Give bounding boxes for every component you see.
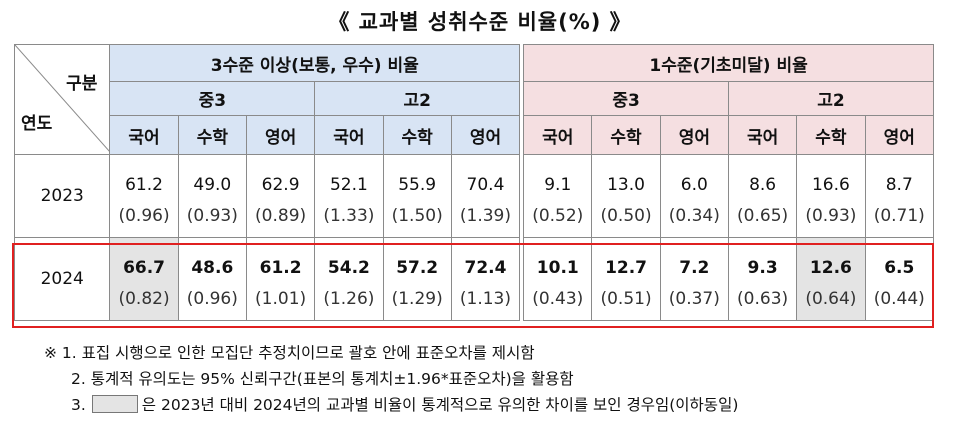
value-cell: 16.6 <box>796 154 866 195</box>
subject-header: 국어 <box>523 115 593 155</box>
standard-error-cell: (1.26) <box>314 278 384 321</box>
standard-error-cell: (0.34) <box>659 195 729 238</box>
value-cell: 55.9 <box>382 154 452 195</box>
corner-year-label: 연도 <box>21 114 53 134</box>
footnote-3-text: 은 2023년 대비 2024년의 교과별 비율이 통계적으로 유의한 차이를 … <box>141 396 739 414</box>
subject-header: 영어 <box>659 115 729 155</box>
standard-error-cell: (0.37) <box>659 278 729 321</box>
subject-header: 수학 <box>382 115 452 155</box>
footnote-1: ※ 1. 표집 시행으로 인한 모집단 추정치이므로 괄호 안에 표준오차를 제… <box>44 344 535 362</box>
table-body: 2023 61.2 49.0 62.9 52.1 55.9 70.4 9.1 13.0 6.0 8.… <box>13 154 935 321</box>
standard-error-cell: (0.63) <box>727 278 798 321</box>
level-header: 중3 <box>109 81 316 116</box>
subject-header: 영어 <box>864 115 935 155</box>
standard-error-cell: (0.64) <box>796 278 866 321</box>
standard-error-cell: (1.50) <box>382 195 452 238</box>
value-cell: 70.4 <box>450 154 521 195</box>
value-cell: 13.0 <box>591 154 661 195</box>
standard-error-cell: (0.93) <box>177 195 247 238</box>
standard-error-cell: (0.50) <box>591 195 661 238</box>
value-cell: 49.0 <box>177 154 247 195</box>
page-title: 《 교과별 성취수준 비율(%) 》 <box>328 10 632 34</box>
standard-error-cell: (0.44) <box>864 278 935 321</box>
standard-error-cell: (0.93) <box>796 195 866 238</box>
standard-error-cell: (0.51) <box>591 278 661 321</box>
achievement-table: 구분 연도 3수준 이상(보통, 우수) 비율 1수준(기초미달) 비율 중3 … <box>13 44 935 321</box>
table-row-se: (0.82) (0.96) (1.01) (1.26) (1.29) (1.13) (0.4… <box>15 278 935 321</box>
level-header: 고2 <box>314 81 521 116</box>
level-header: 중3 <box>523 81 729 116</box>
standard-error-cell: (1.39) <box>450 195 521 238</box>
subject-header: 영어 <box>245 115 316 155</box>
standard-error-cell: (1.13) <box>450 278 521 321</box>
subject-header: 영어 <box>450 115 521 155</box>
standard-error-cell: (0.96) <box>109 195 179 238</box>
standard-error-cell: (0.65) <box>727 195 798 238</box>
value-cell: 6.0 <box>659 154 729 195</box>
group-header-above-basic: 3수준 이상(보통, 우수) 비율 <box>109 44 521 82</box>
value-cell: 8.7 <box>864 154 935 195</box>
standard-error-cell: (1.29) <box>382 278 452 321</box>
value-cell: 9.1 <box>523 154 593 195</box>
corner-category-label: 구분 <box>66 74 98 94</box>
footnotes: ※ 1. 표집 시행으로 인한 모집단 추정치이므로 괄호 안에 표준오차를 제… <box>44 340 738 418</box>
value-cell: 52.1 <box>314 154 384 195</box>
corner-diagonal <box>15 45 110 152</box>
standard-error-cell: (0.96) <box>177 278 247 321</box>
subject-header: 수학 <box>177 115 247 155</box>
standard-error-cell: (0.52) <box>523 195 593 238</box>
standard-error-cell: (1.33) <box>314 195 384 238</box>
level-header: 고2 <box>727 81 935 116</box>
significance-swatch <box>91 395 138 413</box>
value-cell: 62.9 <box>245 154 316 195</box>
subject-header: 국어 <box>727 115 798 155</box>
year-cell: 2023 <box>13 154 111 238</box>
table-row-se: (0.96) (0.93) (0.89) (1.33) (1.50) (1.39) (0.5… <box>15 195 935 238</box>
standard-error-cell: (0.89) <box>245 195 316 238</box>
corner-header: 구분 연도 <box>13 44 111 155</box>
table-row: 2023 61.2 49.0 62.9 52.1 55.9 70.4 9.1 13.0 6.0 8.… <box>13 154 935 238</box>
subject-header: 국어 <box>314 115 384 155</box>
footnote-3-number: 3. <box>71 396 86 414</box>
value-cell: 61.2 <box>109 154 179 195</box>
subject-header: 수학 <box>796 115 866 155</box>
value-cell: 8.6 <box>727 154 798 195</box>
standard-error-cell: (1.01) <box>245 278 316 321</box>
footnote-3: 3. 은 2023년 대비 2024년의 교과별 비율이 통계적으로 유의한 차이… <box>44 392 738 418</box>
group-separator <box>519 44 525 155</box>
standard-error-cell: (0.71) <box>864 195 935 238</box>
subject-header: 수학 <box>591 115 661 155</box>
highlight-2024-row-box <box>12 243 934 328</box>
group-header-below-basic: 1수준(기초미달) 비율 <box>523 44 934 82</box>
footnote-2: 2. 통계적 유의도는 95% 신뢰구간(표본의 통계치±1.96*표준오차)을… <box>71 370 574 388</box>
subject-header: 국어 <box>109 115 179 155</box>
year-cell: 2024 <box>13 237 111 321</box>
